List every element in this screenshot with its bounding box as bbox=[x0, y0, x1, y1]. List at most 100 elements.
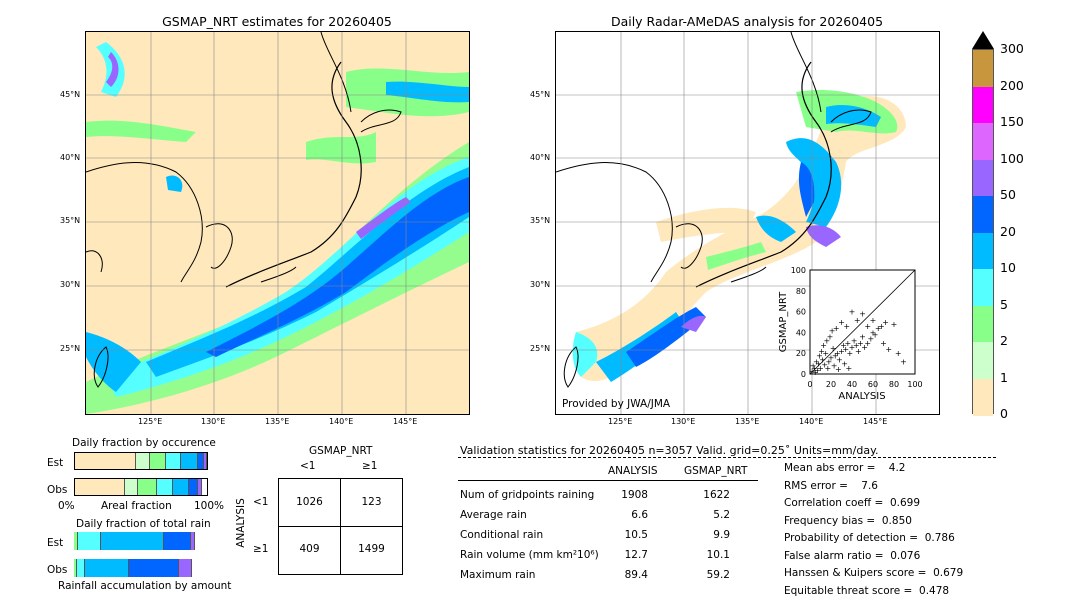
stats-analysis-value: 89.4 bbox=[624, 569, 648, 581]
scatter-ytick: 100 bbox=[791, 266, 806, 275]
colorbar-segment bbox=[973, 305, 993, 343]
scatter-point: + bbox=[851, 337, 858, 346]
scatter-xtick: 20 bbox=[826, 380, 836, 389]
bar-segment bbox=[74, 559, 77, 577]
stats-gsmap-value: 9.9 bbox=[713, 529, 730, 541]
left-lat-label-40: 40°N bbox=[60, 153, 81, 162]
scatter-xtick: 0 bbox=[807, 380, 812, 389]
bar-segment bbox=[172, 479, 189, 495]
scatter-point: + bbox=[840, 341, 847, 350]
stats-label: Maximum rain bbox=[460, 569, 536, 581]
bar-segment bbox=[204, 453, 207, 469]
scatter-point: + bbox=[859, 310, 866, 319]
scatter-xtick: 40 bbox=[847, 380, 857, 389]
right-lon-label-145: 145°E bbox=[863, 417, 888, 426]
occurrence-tick-0: 0% bbox=[58, 500, 75, 512]
colorbar-tick-label: 0 bbox=[1000, 406, 1008, 421]
scatter-diagonal bbox=[809, 269, 916, 375]
score-line: Probability of detection = 0.786 bbox=[784, 532, 955, 544]
occurrence-xlabel: Areal fraction bbox=[101, 500, 172, 512]
left-lat-label-25: 25°N bbox=[60, 344, 81, 353]
scatter-point: + bbox=[895, 349, 902, 358]
bar-segment bbox=[178, 559, 192, 577]
right-lat-label-40: 40°N bbox=[530, 153, 551, 162]
scatter-point: + bbox=[810, 362, 817, 371]
colorbar-tick-label: 100 bbox=[1000, 150, 1024, 166]
scatter-point: + bbox=[829, 326, 836, 335]
bar-segment bbox=[180, 453, 198, 469]
bar-segment bbox=[197, 479, 202, 495]
scatter-point: + bbox=[882, 318, 889, 327]
total-rain-cat-obs: Obs bbox=[47, 564, 68, 576]
scatter-point: + bbox=[813, 358, 820, 367]
scatter-point: + bbox=[870, 316, 877, 325]
stats-gsmap-value: 1622 bbox=[703, 489, 730, 501]
bar-segment bbox=[100, 532, 164, 550]
stats-analysis-value: 6.6 bbox=[631, 509, 648, 521]
stats-label: Average rain bbox=[460, 509, 527, 521]
stats-header-line bbox=[458, 457, 996, 458]
scatter-point: + bbox=[843, 322, 850, 331]
colorbar-tick-label: 10 bbox=[1000, 260, 1016, 275]
scatter-point: + bbox=[832, 351, 839, 360]
colorbar-tick-label: 150 bbox=[1000, 114, 1024, 129]
scatter-point: + bbox=[824, 364, 831, 373]
scatter-point: + bbox=[868, 335, 875, 344]
stats-analysis-value: 10.5 bbox=[624, 529, 648, 541]
colorbar-segment bbox=[973, 378, 993, 416]
bar-segment bbox=[190, 532, 195, 550]
colorbar-segment bbox=[973, 50, 993, 87]
contingency-table: 1026 123 409 1499 bbox=[278, 478, 403, 575]
scatter-point: + bbox=[822, 349, 829, 358]
scatter-point: + bbox=[900, 358, 907, 367]
scatter-point: + bbox=[845, 364, 852, 373]
contingency-row-ge1: ≥1 bbox=[253, 543, 269, 555]
contingency-cell-11: 1499 bbox=[358, 543, 385, 555]
scatter-point: + bbox=[820, 341, 827, 350]
colorbar-extend-arrow bbox=[972, 31, 994, 49]
occurrence-bar-obs bbox=[74, 478, 208, 496]
colorbar-segment bbox=[973, 123, 993, 160]
scatter-point: + bbox=[864, 339, 871, 348]
right-lat-label-30: 30°N bbox=[530, 280, 551, 289]
scatter-point: + bbox=[830, 344, 837, 353]
stats-col-gsmap: GSMAP_NRT bbox=[684, 465, 748, 477]
score-line: Mean abs error = 4.2 bbox=[784, 462, 906, 474]
colorbar-segment bbox=[973, 196, 993, 233]
right-lon-label-130: 130°E bbox=[671, 417, 696, 426]
stats-label: Rain volume (mm km²10⁶) bbox=[460, 549, 599, 561]
scatter-point: + bbox=[818, 347, 825, 356]
score-line: Equitable threat score = 0.478 bbox=[784, 584, 950, 597]
stats-label: Num of gridpoints raining bbox=[460, 489, 595, 501]
left-rain-field bbox=[86, 32, 469, 414]
scatter-point: + bbox=[835, 365, 842, 374]
scatter-point: + bbox=[849, 308, 856, 317]
scatter-point: + bbox=[812, 368, 819, 377]
scatter-ytick: 60 bbox=[796, 308, 806, 317]
score-line: False alarm ratio = 0.076 bbox=[784, 549, 921, 562]
total-rain-bar-est bbox=[74, 532, 208, 550]
bar-segment bbox=[166, 453, 181, 469]
scatter-ytick: 0 bbox=[801, 370, 806, 379]
stats-col-line bbox=[458, 480, 758, 481]
right-rain-field bbox=[556, 32, 939, 414]
left-map bbox=[85, 31, 470, 415]
contingency-cell-00: 1026 bbox=[296, 496, 323, 508]
colorbar-segment bbox=[973, 159, 993, 197]
scatter-point: + bbox=[847, 349, 854, 358]
scatter-xtick: 80 bbox=[889, 380, 899, 389]
bar-segment bbox=[188, 479, 198, 495]
colorbar-tick-label: 2 bbox=[1000, 333, 1008, 348]
scatter-point: + bbox=[855, 347, 862, 356]
scatter-point: + bbox=[817, 364, 824, 373]
scatter-xtick: 100 bbox=[907, 380, 922, 389]
right-lat-label-25: 25°N bbox=[530, 344, 551, 353]
scatter-point: + bbox=[814, 366, 821, 375]
total-rain-xlabel: Rainfall accumulation by amount bbox=[58, 580, 232, 592]
scatter-point: + bbox=[827, 333, 834, 342]
contingency-row-axis: ANALYSIS bbox=[234, 498, 247, 548]
scatter-point: + bbox=[831, 362, 838, 371]
scatter-point: + bbox=[844, 339, 851, 348]
scatter-point: + bbox=[857, 339, 864, 348]
right-lat-label-35: 35°N bbox=[530, 216, 551, 225]
